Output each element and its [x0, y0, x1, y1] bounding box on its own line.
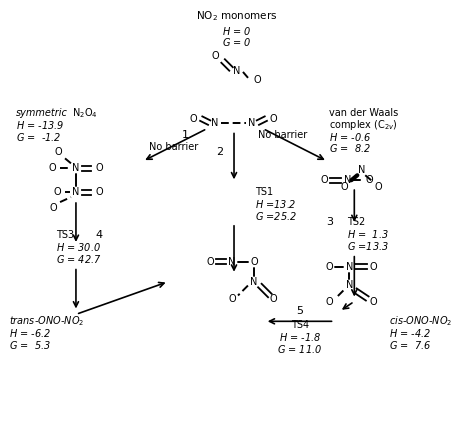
Text: N: N [228, 257, 236, 267]
Text: N: N [211, 117, 219, 128]
Text: N: N [357, 165, 365, 175]
Text: N$_2$O$_4$: N$_2$O$_4$ [69, 106, 98, 120]
Text: $H$ =13.2: $H$ =13.2 [255, 198, 296, 210]
Text: O: O [228, 295, 236, 304]
Text: O: O [369, 298, 377, 307]
Text: O: O [206, 257, 214, 267]
Text: O: O [53, 187, 61, 197]
Text: cis-ONO-NO$_2$: cis-ONO-NO$_2$ [389, 314, 453, 328]
Text: $G$ =  5.3: $G$ = 5.3 [9, 339, 51, 351]
Text: N: N [248, 117, 255, 128]
Text: O: O [54, 147, 62, 157]
Text: $G$ =13.3: $G$ =13.3 [347, 240, 389, 252]
Text: No barrier: No barrier [258, 129, 307, 139]
Text: O: O [190, 114, 197, 124]
Text: 3: 3 [326, 217, 333, 227]
Text: O: O [321, 175, 328, 185]
Text: 5: 5 [296, 306, 303, 316]
Text: N: N [72, 187, 80, 197]
Text: 1: 1 [182, 129, 189, 139]
Text: O: O [326, 262, 333, 272]
Text: trans-ONO-NO$_2$: trans-ONO-NO$_2$ [9, 314, 85, 328]
Text: $H$ =  1.3: $H$ = 1.3 [347, 228, 389, 240]
Text: TS1: TS1 [255, 187, 273, 197]
Text: O: O [374, 182, 382, 192]
Text: $H$ = 0: $H$ = 0 [222, 25, 252, 37]
Text: $G$ = 42.7: $G$ = 42.7 [56, 253, 101, 265]
Text: O: O [96, 163, 104, 173]
Text: TS2: TS2 [347, 217, 365, 227]
Text: $G$ =25.2: $G$ =25.2 [255, 210, 297, 222]
Text: 4: 4 [95, 230, 102, 240]
Text: van der Waals: van der Waals [329, 108, 399, 118]
Text: $G$ =  8.2: $G$ = 8.2 [329, 142, 371, 154]
Text: $G$ =  -1.2: $G$ = -1.2 [16, 131, 62, 142]
Text: $H$ = -1.8: $H$ = -1.8 [279, 331, 321, 343]
Text: $H$ = -4.2: $H$ = -4.2 [389, 327, 431, 339]
Text: O: O [211, 51, 219, 61]
Text: $H$ = -13.9: $H$ = -13.9 [16, 119, 64, 131]
Text: O: O [250, 257, 258, 267]
Text: N: N [346, 280, 353, 289]
Text: $G$ = 11.0: $G$ = 11.0 [277, 343, 322, 355]
Text: TS4: TS4 [291, 320, 309, 330]
Text: $G$ = 0: $G$ = 0 [222, 36, 252, 48]
Text: O: O [365, 175, 373, 185]
Text: symmetric: symmetric [16, 108, 68, 118]
Text: $H$ = 30.0: $H$ = 30.0 [56, 241, 101, 253]
Text: NO$_2$ monomers: NO$_2$ monomers [196, 9, 278, 23]
Text: O: O [270, 295, 278, 304]
Text: N: N [346, 262, 353, 272]
Text: 2: 2 [217, 147, 224, 157]
Text: No barrier: No barrier [149, 142, 198, 153]
Text: O: O [253, 75, 261, 85]
Text: O: O [270, 114, 278, 124]
Text: TS3: TS3 [56, 230, 74, 240]
Text: O: O [340, 182, 348, 192]
Text: $H$ = -6.2: $H$ = -6.2 [9, 327, 51, 339]
Text: N: N [344, 175, 351, 185]
Text: N: N [233, 66, 241, 76]
Text: O: O [49, 203, 57, 213]
Text: O: O [48, 163, 56, 173]
Text: $H$ = -0.6: $H$ = -0.6 [329, 131, 372, 142]
Text: $G$ =  7.6: $G$ = 7.6 [389, 339, 431, 351]
Text: O: O [326, 298, 333, 307]
Text: O: O [369, 262, 377, 272]
Text: N: N [72, 163, 80, 173]
Text: complex (C$_{2v}$): complex (C$_{2v}$) [329, 117, 398, 132]
Text: O: O [96, 187, 104, 197]
Text: N: N [250, 276, 257, 286]
